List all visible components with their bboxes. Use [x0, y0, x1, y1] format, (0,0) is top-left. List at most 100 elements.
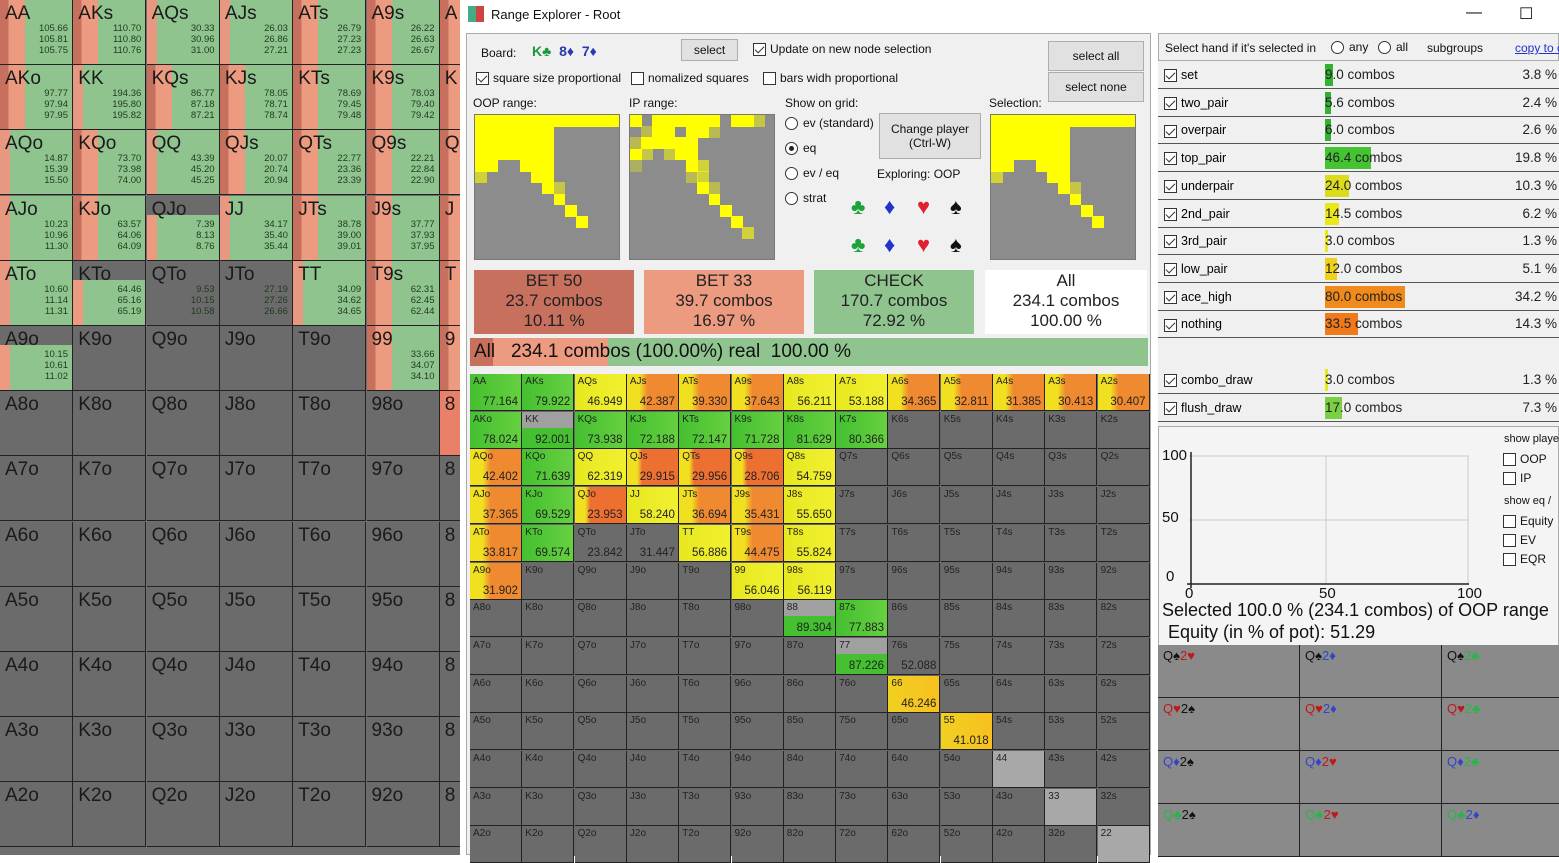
equity-grid-cell[interactable]: 95o — [731, 713, 784, 751]
combo-cell[interactable]: Q♥2♦ — [1300, 698, 1442, 751]
radio-icon[interactable] — [785, 117, 798, 131]
equity-grid-cell[interactable]: A8o — [470, 600, 522, 638]
ev-grid-cell[interactable]: T3o — [293, 717, 367, 783]
action-bet-50[interactable]: BET 50 23.7 combos 10.11 % — [474, 270, 634, 334]
radio-strat[interactable]: strat — [785, 191, 826, 206]
subgroup-row-set[interactable]: set 9.0 combos 3.8 % — [1158, 62, 1559, 89]
equity-grid-cell[interactable]: 52o — [940, 826, 993, 863]
equity-grid-cell[interactable]: Q4s — [993, 449, 1045, 487]
ev-grid-cell[interactable]: AQs 30.33 30.96 31.00 — [146, 0, 220, 65]
equity-grid-cell[interactable]: A9o 31.902 — [470, 562, 522, 600]
ev-grid-cell[interactable]: ATo 10.60 11.14 11.31 — [0, 260, 73, 326]
ev-grid-cell[interactable]: AQo 14.87 15.39 15.50 — [0, 130, 73, 196]
ev-grid-cell[interactable]: Q5o — [146, 586, 220, 652]
equity-grid-cell[interactable]: A7o — [470, 637, 522, 675]
ev-grid-cell[interactable]: J9s 37.77 37.93 37.95 — [366, 195, 440, 261]
equity-grid-cell[interactable]: Q2s — [1097, 449, 1150, 487]
equity-grid-cell[interactable]: 74o — [836, 751, 889, 788]
equity-grid-cell[interactable]: A8s 56.211 — [783, 374, 836, 411]
subgroup-checkbox[interactable]: low_pair — [1164, 262, 1228, 277]
checkbox-icon[interactable] — [1164, 124, 1177, 138]
ev-grid-cell[interactable]: 92o — [366, 782, 440, 848]
combo-cell[interactable]: Q♠2♦ — [1300, 645, 1442, 698]
checkbox-icon[interactable] — [1164, 401, 1177, 415]
equity-grid-cell[interactable]: J5o — [626, 713, 679, 751]
equity-grid-cell[interactable]: 53o — [940, 788, 993, 826]
equity-grid-cell[interactable]: 85s — [940, 600, 993, 638]
ev-grid-cell[interactable]: T7o — [293, 456, 367, 522]
show-eqr-checkbox[interactable]: EQR — [1503, 552, 1546, 567]
subgroup-row-underpair[interactable]: underpair 24.0 combos 10.3 % — [1158, 172, 1559, 200]
ev-grid-cell[interactable]: QTs 22.77 23.36 23.39 — [293, 130, 367, 196]
equity-grid-cell[interactable]: T6s — [888, 524, 941, 562]
subgroup-row-low_pair[interactable]: low_pair 12.0 combos 5.1 % — [1158, 255, 1559, 283]
equity-grid-cell[interactable]: 76o — [836, 675, 889, 713]
equity-grid-cell[interactable]: 66 46.246 — [888, 675, 941, 713]
ev-grid-cell[interactable]: Q7o — [146, 456, 220, 522]
equity-grid-cell[interactable]: JTo 31.447 — [626, 524, 679, 562]
equity-grid-cell[interactable]: ATs 39.330 — [679, 374, 732, 411]
action-all[interactable]: All 234.1 combos 100.00 % — [985, 270, 1147, 334]
ev-grid-cell[interactable]: JJ 34.17 35.40 35.44 — [219, 195, 293, 261]
ev-grid-cell[interactable]: K3o — [73, 717, 147, 783]
equity-grid-cell[interactable]: 72s — [1097, 637, 1150, 675]
equity-grid-cell[interactable]: 53s — [1045, 713, 1098, 751]
equity-grid-cell[interactable]: 64s — [993, 675, 1045, 713]
equity-grid-cell[interactable]: 43o — [993, 788, 1045, 826]
equity-grid-cell[interactable]: 65s — [940, 675, 993, 713]
equity-grid-cell[interactable]: TT 56.886 — [679, 524, 732, 562]
radio-icon[interactable] — [785, 192, 798, 206]
equity-grid-cell[interactable]: 82s — [1097, 600, 1150, 638]
show-oop-checkbox[interactable]: OOP — [1503, 452, 1547, 467]
equity-grid-cell[interactable]: 84o — [783, 751, 836, 788]
equity-grid-cell[interactable]: 85o — [783, 713, 836, 751]
equity-grid-cell[interactable]: 42s — [1097, 751, 1150, 788]
equity-grid-cell[interactable]: K2s — [1097, 411, 1150, 449]
heart-icon[interactable]: ♥ — [917, 232, 931, 257]
equity-grid-cell[interactable]: 54o — [940, 751, 993, 788]
ev-grid-cell[interactable]: K4o — [73, 652, 147, 717]
equity-grid-cell[interactable]: KJo 69.529 — [522, 487, 575, 525]
equity-grid-cell[interactable]: J7s — [836, 487, 889, 525]
ev-grid-cell[interactable]: Q2o — [146, 782, 220, 848]
update-on-node-checkbox[interactable]: Update on new node selection — [753, 42, 931, 57]
equity-grid-cell[interactable]: T3o — [679, 788, 732, 826]
equity-grid-cell[interactable]: J6s — [888, 487, 941, 525]
equity-grid-cell[interactable]: QJo 23.953 — [574, 487, 627, 525]
combo-cell[interactable]: Q♣2♥ — [1300, 804, 1442, 857]
ev-grid-cell[interactable]: T9o — [293, 326, 367, 391]
ev-grid-cell[interactable]: KTo 64.46 65.16 65.19 — [73, 260, 147, 326]
equity-grid-cell[interactable]: 62o — [888, 826, 941, 863]
equity-grid-cell[interactable]: AJs 42.387 — [626, 374, 679, 411]
ev-grid-cell[interactable]: Q9o — [146, 326, 220, 391]
checkbox-icon[interactable] — [1164, 152, 1177, 166]
equity-grid-cell[interactable]: K5s — [940, 411, 993, 449]
equity-grid-cell[interactable]: AKo 78.024 — [470, 411, 522, 449]
ev-grid-cell[interactable]: J — [439, 195, 460, 261]
subgroup-row-2nd_pair[interactable]: 2nd_pair 14.5 combos 6.2 % — [1158, 200, 1559, 228]
equity-grid-cell[interactable]: T5o — [679, 713, 732, 751]
equity-grid-cell[interactable]: 76s 52.088 — [888, 637, 941, 675]
checkbox-icon[interactable] — [1503, 453, 1516, 467]
equity-grid-cell[interactable]: JTs 36.694 — [679, 487, 732, 525]
equity-grid-cell[interactable]: K8s 81.629 — [783, 411, 836, 449]
equity-grid-cell[interactable]: A2o — [470, 826, 522, 863]
ev-grid-cell[interactable]: A2o — [0, 782, 73, 848]
equity-grid-cell[interactable]: K3s — [1045, 411, 1098, 449]
equity-grid-cell[interactable]: A4s 31.385 — [993, 374, 1045, 411]
ev-grid-cell[interactable]: J5o — [219, 586, 293, 652]
radio-icon[interactable] — [785, 167, 798, 181]
ev-grid-cell[interactable]: 97o — [366, 456, 440, 522]
equity-grid-cell[interactable]: Q6o — [574, 675, 627, 713]
equity-grid-cell[interactable]: 33 — [1045, 788, 1098, 826]
ev-grid-cell[interactable]: J8o — [219, 391, 293, 457]
ev-grid-cell[interactable]: 9 — [439, 326, 460, 391]
equity-grid-cell[interactable]: T6o — [679, 675, 732, 713]
equity-grid-cell[interactable]: 32s — [1097, 788, 1150, 826]
checkbox-icon[interactable] — [631, 72, 644, 86]
heart-icon[interactable]: ♥ — [917, 194, 931, 219]
equity-grid-cell[interactable]: J9o — [626, 562, 679, 600]
bars-width-proportional-checkbox[interactable]: bars widh proportional — [763, 71, 898, 86]
checkbox-icon[interactable] — [1164, 207, 1177, 221]
subgroup-checkbox[interactable]: 3rd_pair — [1164, 234, 1227, 249]
